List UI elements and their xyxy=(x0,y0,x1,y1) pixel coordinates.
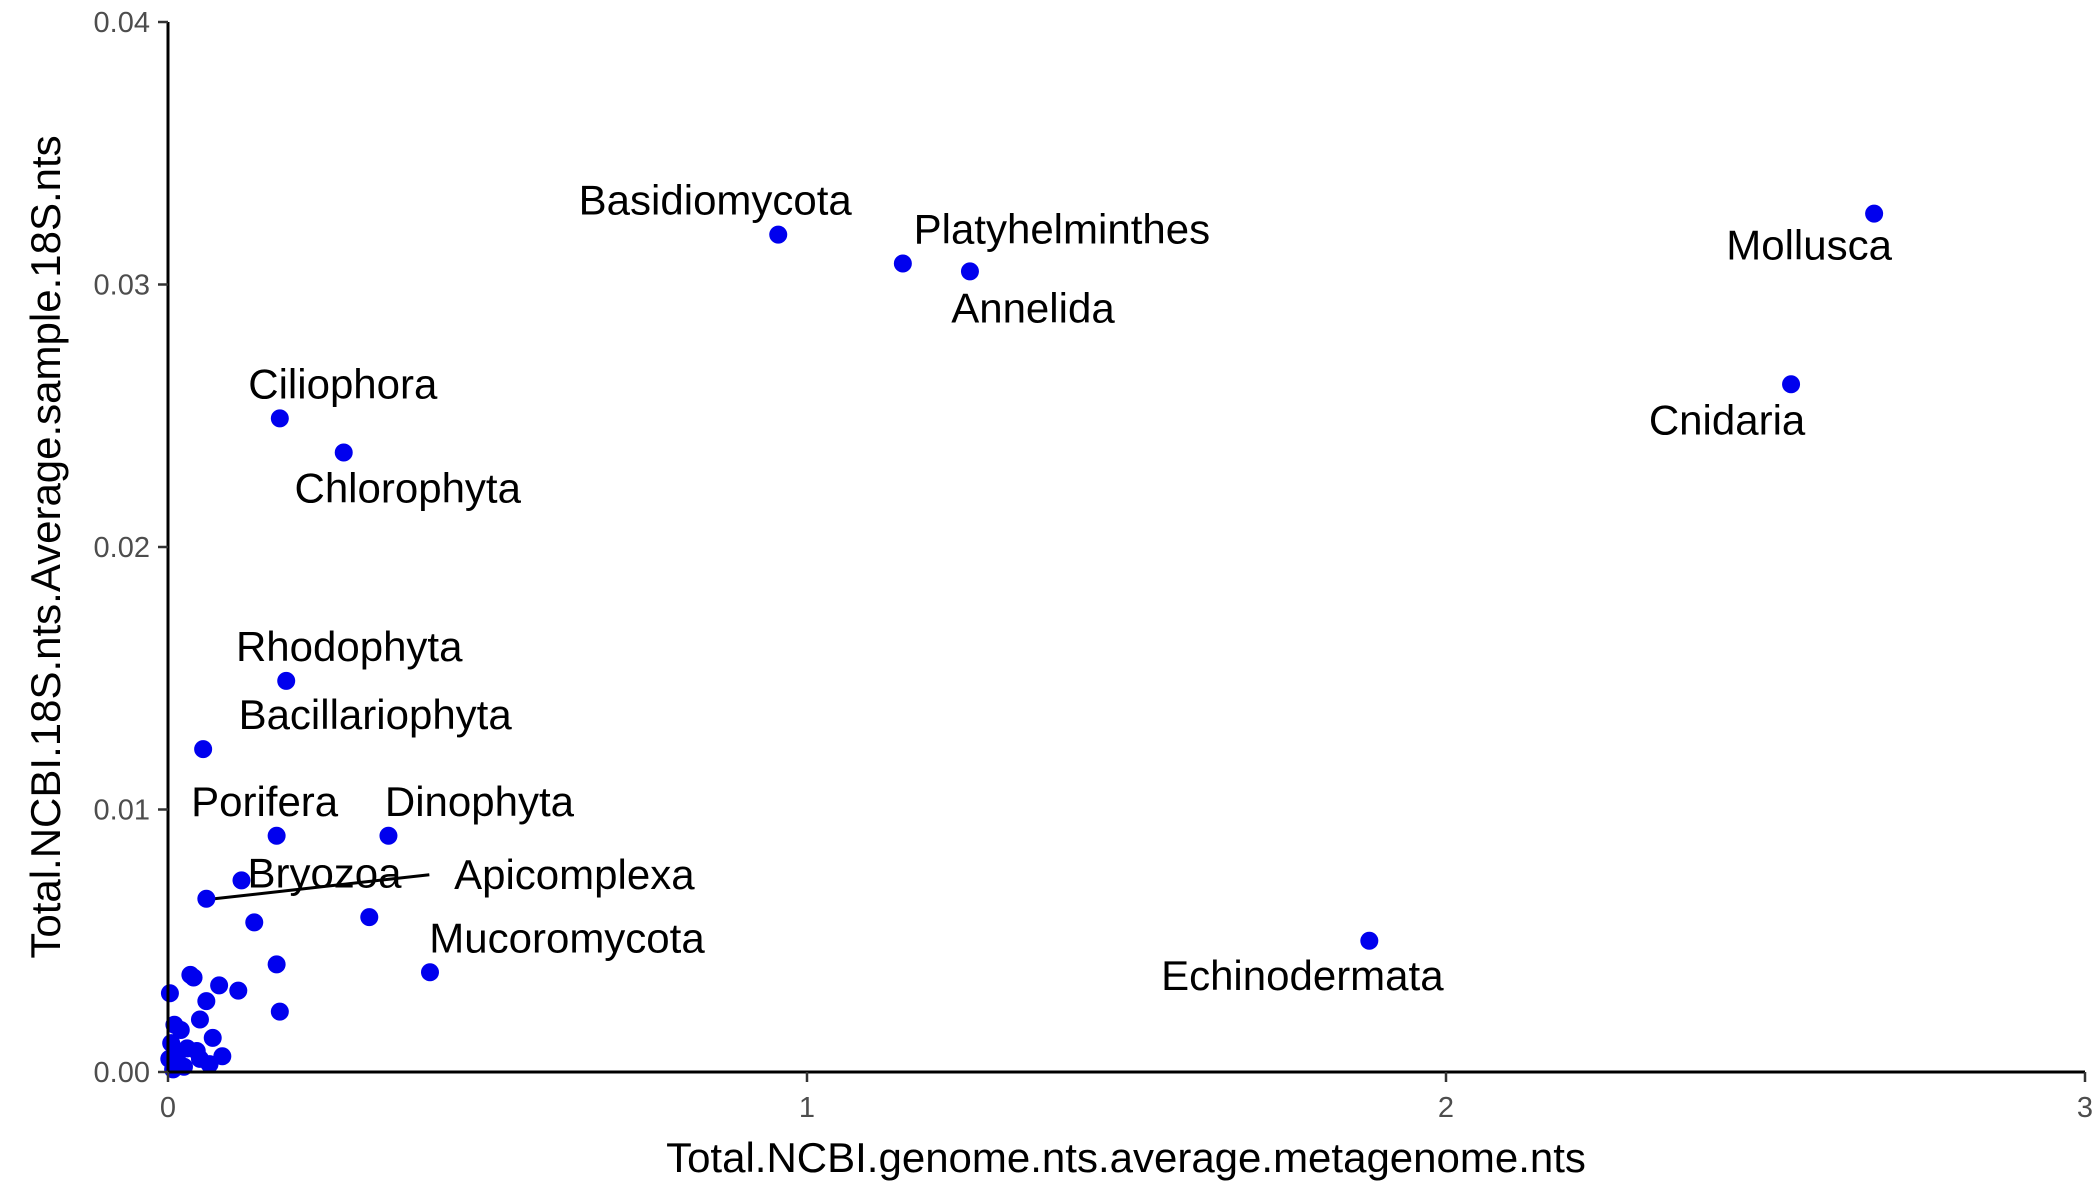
data-point xyxy=(245,913,264,932)
point-label: Dinophyta xyxy=(385,778,575,825)
y-axis-title: Total.NCBI.18S.nts.Average.sample.18S.nt… xyxy=(22,135,69,958)
point-label: Annelida xyxy=(951,284,1115,331)
point-label: Basidiomycota xyxy=(579,177,853,224)
point-label: Mollusca xyxy=(1726,222,1892,269)
data-point xyxy=(197,889,216,908)
point-label: Echinodermata xyxy=(1161,952,1444,999)
data-point xyxy=(232,871,251,890)
x-tick-label: 1 xyxy=(799,1092,815,1124)
point-label: Platyhelminthes xyxy=(914,206,1210,253)
x-axis-ticks: 0 1 2 3 xyxy=(160,1072,2093,1124)
data-point xyxy=(197,992,216,1011)
data-point xyxy=(420,963,439,982)
data-point xyxy=(229,981,248,1000)
data-point xyxy=(960,262,979,281)
data-point xyxy=(160,984,179,1003)
point-labels: Mollusca Cnidaria Basidiomycota Platyhelmin… xyxy=(191,177,1893,999)
data-point xyxy=(267,826,286,845)
point-label: Cnidaria xyxy=(1649,396,1806,443)
data-point xyxy=(277,671,296,690)
point-label: Chlorophyta xyxy=(294,465,521,512)
data-point xyxy=(379,826,398,845)
data-point xyxy=(171,1021,190,1039)
data-point xyxy=(200,1055,219,1074)
data-point xyxy=(893,254,912,273)
data-point xyxy=(334,443,353,462)
data-point xyxy=(203,1028,222,1047)
label-leader-line xyxy=(214,873,430,901)
data-point xyxy=(360,908,379,927)
x-axis-title: Total.NCBI.genome.nts.average.metagenome… xyxy=(666,1134,1586,1181)
point-label: Bacillariophyta xyxy=(239,691,513,738)
data-point xyxy=(1360,931,1379,950)
data-point xyxy=(190,1010,209,1029)
data-point xyxy=(769,225,788,244)
y-tick-label: 0.00 xyxy=(94,1057,150,1089)
label-leader-lines xyxy=(214,873,430,901)
data-point xyxy=(1782,375,1801,394)
point-label: Bryozoa xyxy=(247,849,402,896)
data-point xyxy=(210,976,229,995)
data-point xyxy=(270,1002,289,1021)
point-label: Porifera xyxy=(191,778,339,825)
y-tick-label: 0.01 xyxy=(94,795,150,827)
data-points xyxy=(160,204,1884,1079)
y-tick-label: 0.02 xyxy=(94,532,150,564)
x-tick-label: 3 xyxy=(2077,1092,2093,1124)
x-tick-label: 2 xyxy=(1438,1092,1454,1124)
data-point xyxy=(184,968,203,987)
data-point xyxy=(1865,204,1884,223)
x-tick-label: 0 xyxy=(160,1092,176,1124)
data-point xyxy=(267,955,286,974)
point-label: Ciliophora xyxy=(248,360,438,407)
data-point xyxy=(194,740,213,759)
y-tick-label: 0.04 xyxy=(94,7,150,39)
data-point xyxy=(270,409,289,428)
point-label: Mucoromycota xyxy=(429,914,705,961)
y-tick-label: 0.03 xyxy=(94,270,150,302)
point-label: Apicomplexa xyxy=(454,851,695,898)
point-label: Rhodophyta xyxy=(236,623,463,670)
y-axis-ticks: 0.00 0.01 0.02 0.03 0.04 xyxy=(94,7,168,1089)
